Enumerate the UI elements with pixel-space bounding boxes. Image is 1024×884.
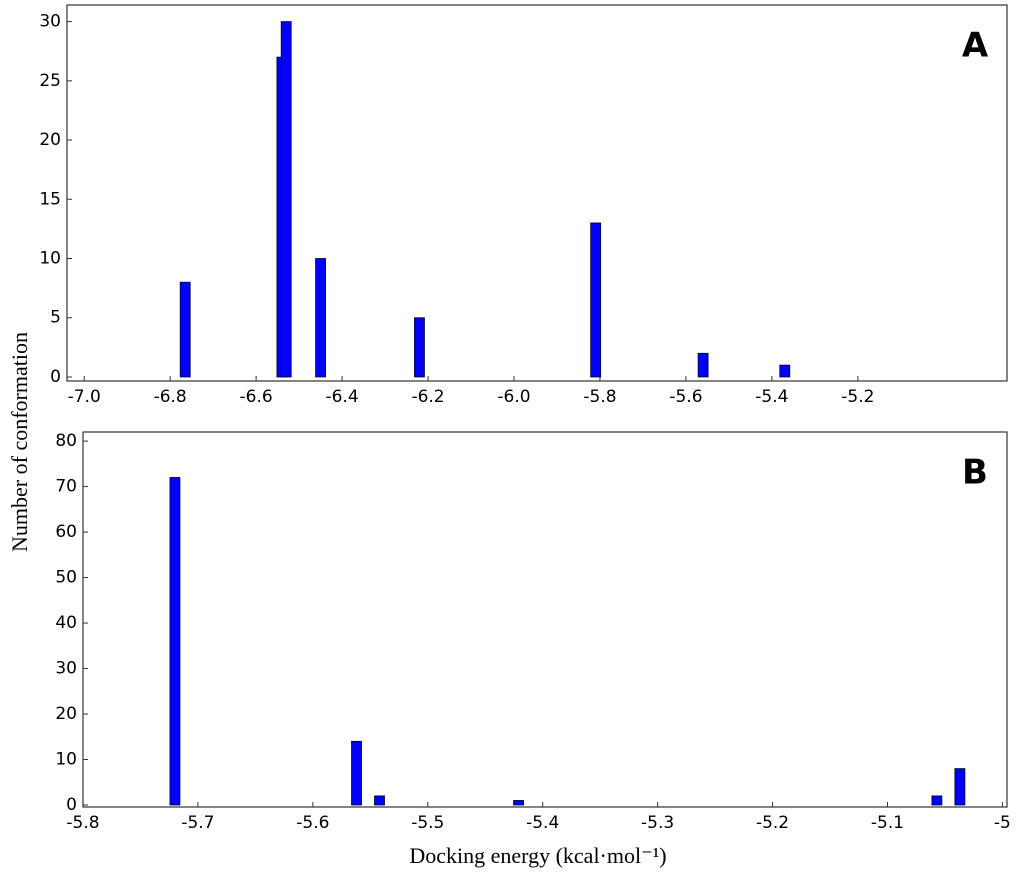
x-tick-label: -5.3	[641, 813, 674, 833]
plot-frame	[82, 431, 1008, 808]
y-tick-label: 20	[39, 130, 61, 150]
y-tick-label: 30	[55, 659, 77, 679]
bar	[179, 281, 191, 378]
bar	[779, 364, 791, 378]
y-tick-label: 10	[55, 750, 77, 770]
y-tick-label: 25	[39, 71, 61, 91]
bar	[590, 222, 602, 378]
x-axis-label: Docking energy (kcal·mol⁻¹)	[409, 843, 666, 868]
y-tick-label: 10	[39, 249, 61, 269]
x-tick-label: -5.8	[583, 387, 616, 407]
x-tick-label: -5.5	[411, 813, 444, 833]
x-tick-label: -5.6	[296, 813, 329, 833]
y-tick-label: 40	[55, 613, 77, 633]
bar	[697, 352, 709, 378]
bar	[280, 21, 292, 378]
x-tick-label: -5.2	[756, 813, 789, 833]
y-tick-label: 0	[50, 367, 61, 387]
y-tick-label: 5	[50, 308, 61, 328]
bar	[374, 795, 385, 806]
y-tick-label: 20	[55, 704, 77, 724]
x-tick-label: -7.0	[68, 387, 101, 407]
x-tick-label: -5.2	[841, 387, 874, 407]
x-tick-label: -5.4	[755, 387, 788, 407]
y-tick-label: 30	[39, 12, 61, 32]
x-tick-label: -5.4	[526, 813, 559, 833]
x-tick-label: -6.0	[497, 387, 530, 407]
x-tick-label: -6.4	[325, 387, 358, 407]
panel-label: A	[962, 26, 989, 66]
bar	[169, 477, 181, 806]
panel-label: B	[962, 453, 988, 493]
bar	[513, 800, 524, 806]
y-axis-label: Number of conformation	[7, 332, 32, 552]
x-tick-label: -5.7	[181, 813, 214, 833]
x-tick-label: -5.6	[669, 387, 702, 407]
y-tick-label: 15	[39, 189, 61, 209]
y-tick-label: 0	[66, 795, 77, 815]
x-tick-label: -6.8	[154, 387, 187, 407]
y-tick-label: 50	[55, 568, 77, 588]
bar	[315, 258, 326, 378]
x-tick-label: -6.6	[240, 387, 273, 407]
y-tick-label: 70	[55, 477, 77, 497]
x-tick-label: -6.2	[411, 387, 444, 407]
x-tick-label: -5.1	[871, 813, 904, 833]
x-tick-label: -5	[994, 813, 1011, 833]
bar	[931, 795, 943, 806]
y-tick-label: 80	[55, 431, 77, 451]
bar	[414, 317, 425, 378]
bar	[351, 740, 362, 806]
x-tick-label: -5.8	[66, 813, 99, 833]
bar	[954, 768, 966, 806]
y-tick-label: 60	[55, 522, 77, 542]
plot-frame	[66, 4, 1008, 382]
